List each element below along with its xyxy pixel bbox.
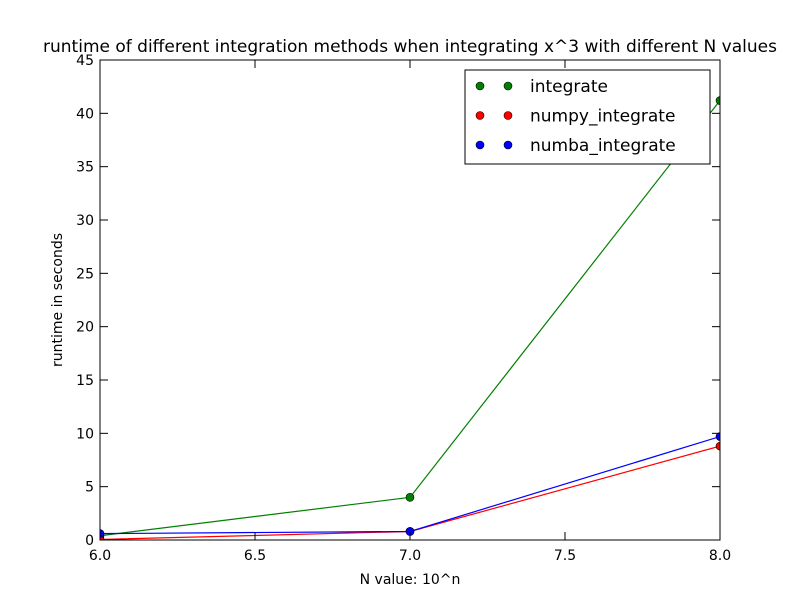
y-tick-label: 45 (76, 53, 94, 69)
x-tick-label: 6.5 (244, 548, 266, 564)
chart-title: runtime of different integration methods… (43, 37, 777, 57)
x-tick-label: 6.0 (89, 548, 111, 564)
y-tick-label: 0 (85, 533, 94, 549)
legend-marker (503, 111, 513, 120)
y-tick-label: 5 (85, 480, 94, 496)
y-axis-label: runtime in seconds (50, 233, 66, 367)
y-tick-label: 10 (76, 426, 94, 442)
series-group (100, 96, 720, 540)
x-tick-label: 7.5 (554, 548, 576, 564)
ticks-group: 6.0 6.5 7.0 7.5 8.0 0 5 10 15 20 25 30 35 40 45 (76, 53, 731, 564)
legend-label: numpy_integrate (530, 107, 675, 127)
y-tick-label: 15 (76, 373, 94, 389)
data-point-numpy-integrate (715, 441, 720, 451)
legend-marker (475, 111, 485, 120)
legend-marker (475, 81, 485, 91)
y-tick-label: 25 (76, 266, 94, 282)
data-point-numba-integrate (715, 432, 720, 441)
x-tick-label: 8.0 (709, 548, 731, 564)
legend: integrate numpy_integrate numba_integrate (464, 69, 711, 165)
legend-label: integrate (530, 77, 608, 97)
legend-marker (503, 81, 513, 91)
data-point-integrate (715, 96, 720, 105)
y-tick-label: 35 (76, 160, 94, 176)
y-tick-label: 40 (76, 106, 94, 122)
y-tick-label: 30 (76, 213, 94, 229)
legend-marker (475, 140, 485, 150)
x-tick-label: 7.0 (399, 548, 421, 564)
legend-marker (503, 140, 513, 150)
data-point-integrate (405, 493, 415, 502)
x-axis-label: N value: 10^n (360, 572, 461, 588)
y-tick-label: 20 (76, 320, 94, 336)
data-point-numba-integrate (100, 529, 105, 538)
legend-label: numba_integrate (530, 136, 676, 156)
